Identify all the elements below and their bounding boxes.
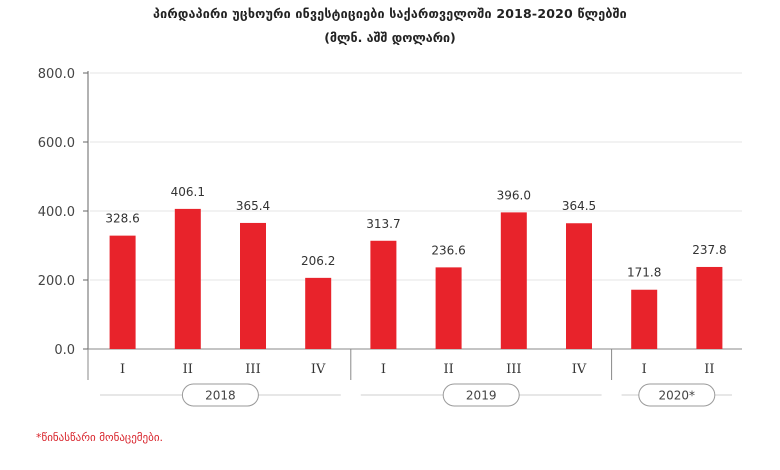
bar [696,266,723,349]
x-tick-label: IV [572,362,587,377]
y-tick-label: 800.0 [38,67,75,82]
bars [109,208,723,349]
x-tick-labels: I II III IV I II III IV I II [120,362,715,377]
value-label: 237.8 [692,243,726,257]
bar [631,289,658,349]
x-tick-label: II [443,362,453,377]
x-tick-label: II [183,362,193,377]
value-label: 313.7 [366,217,400,231]
bar [174,208,201,349]
x-tick-label: I [381,362,386,377]
year-label: 2020* [659,389,696,403]
value-label: 171.8 [627,266,661,280]
x-tick-label: IV [311,362,326,377]
bar [435,267,462,349]
y-tick-label: 400.0 [38,205,75,220]
chart-title: პირდაპირი უცხოური ინვესტიციები საქართველ… [153,6,627,21]
value-label: 365.4 [236,199,270,213]
year-groups: 2018 2019 2020* [100,383,732,407]
y-tick-label: 0.0 [54,343,75,358]
year-pill [638,383,716,407]
x-tick-label: I [120,362,125,377]
x-tick-label: I [642,362,647,377]
footnote: *წინასწარი მონაცემები. [36,431,164,444]
x-tick-label: III [506,362,521,377]
value-label: 406.1 [171,185,205,199]
bar [109,235,136,349]
year-label: 2019 [466,389,497,403]
y-tick-label: 600.0 [38,136,75,151]
year-pill [442,383,520,407]
bar [500,212,527,349]
value-labels: 328.6 406.1 365.4 206.2 313.7 236.6 396.0 364.5… [105,185,726,280]
bar [240,222,266,349]
chart-subtitle: (მლნ. აშშ დოლარი) [324,30,456,45]
year-pill [181,383,259,407]
y-tick-label: 200.0 [38,274,75,289]
value-label: 396.0 [497,188,531,202]
bar [305,277,332,349]
year-label: 2018 [205,389,236,403]
value-label: 328.6 [105,212,139,226]
value-label: 236.6 [431,243,465,257]
bar [566,223,592,349]
value-label: 364.5 [562,199,596,213]
bar [370,240,397,349]
x-tick-label: II [704,362,714,377]
x-tick-label: III [245,362,260,377]
value-label: 206.2 [301,254,335,268]
